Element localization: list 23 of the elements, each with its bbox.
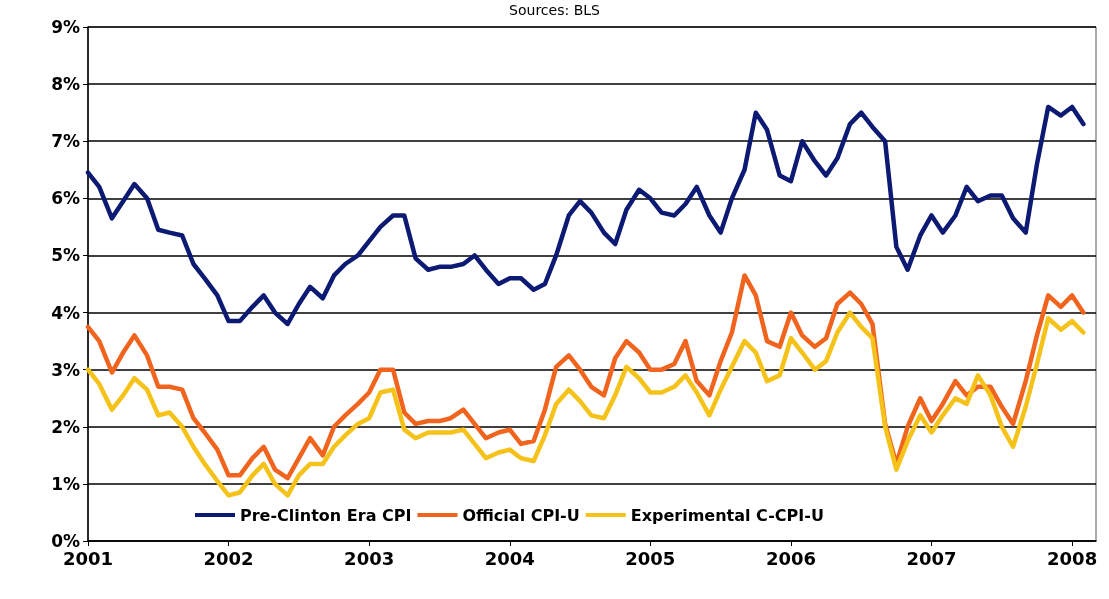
line-series [85,273,1086,481]
line-series [85,104,1086,327]
x-tick-label: 2007 [906,547,957,569]
y-tick-label: 5% [51,245,80,266]
y-tick-label: 6% [51,188,80,209]
y-tick-label: 1% [51,473,80,494]
line-series [85,310,1086,498]
y-tick-label: 4% [51,302,80,323]
legend-label: Official CPI-U [462,505,580,525]
y-tick-label: 9% [51,17,80,37]
legend-label: Pre-Clinton Era CPI [240,505,412,525]
x-tick-label: 2005 [625,547,676,569]
y-tick-label: 2% [51,416,80,437]
x-tick-label: 2002 [203,547,254,569]
source-note: Sources: BLS [509,2,601,18]
x-tick-label: 2006 [765,547,816,569]
y-tick-label: 7% [51,131,80,152]
x-tick-label: 2003 [344,547,395,569]
x-tick-label: 2008 [1047,547,1098,569]
x-tick-label: 2004 [484,547,535,569]
y-tick-label: 3% [51,359,80,380]
y-tick-label: 8% [51,74,80,95]
legend-label: Experimental C-CPI-U [630,505,824,525]
